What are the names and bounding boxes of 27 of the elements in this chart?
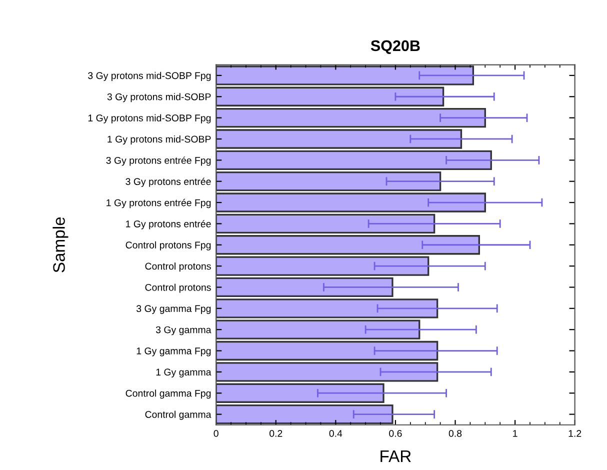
y-tick-label: 1 Gy gamma Fpg bbox=[136, 347, 211, 356]
y-tick-label: Control protons bbox=[145, 284, 211, 293]
y-tick-label: 1 Gy protons mid-SOBP bbox=[108, 135, 211, 145]
y-tick-label: 3 Gy gamma Fpg bbox=[136, 305, 211, 314]
y-tick-label: Control protons Fpg bbox=[126, 241, 211, 250]
y-tick-label: 1 Gy gamma bbox=[156, 368, 212, 378]
y-tick-label: 3 Gy protons mid-SOBP bbox=[107, 93, 211, 102]
chart-title: SQ20B bbox=[370, 40, 420, 54]
x-tick-label: 0.6 bbox=[389, 430, 402, 437]
y-tick-label: 1 Gy protons mid-SOBP Fpg bbox=[88, 114, 211, 124]
y-tick-label: 3 Gy protons entrée bbox=[126, 178, 211, 187]
y-tick-label: Control gamma Fpg bbox=[126, 390, 211, 399]
x-tick-label: 0 bbox=[214, 430, 218, 437]
y-tick-label: Control gamma bbox=[145, 410, 212, 420]
x-axis-title: FAR bbox=[380, 450, 411, 462]
y-tick-label: Control protons bbox=[145, 262, 211, 272]
y-tick-label: 1 Gy protons entrée Fpg bbox=[106, 198, 211, 208]
x-tick-label: 1 bbox=[513, 430, 518, 437]
x-tick-label: 0.4 bbox=[329, 430, 342, 437]
y-tick-label: 3 Gy gamma bbox=[156, 326, 212, 336]
x-tick-label: 0.8 bbox=[448, 430, 462, 437]
y-tick-label: 3 Gy protons entrée Fpg bbox=[106, 156, 211, 166]
x-tick-label: 1.2 bbox=[568, 430, 582, 437]
y-tick-label: 1 Gy protons entrée bbox=[126, 220, 211, 230]
y-axis-title: Sample bbox=[52, 217, 68, 272]
y-tick-label: 3 Gy protons mid-SOBP Fpg bbox=[88, 72, 211, 81]
x-tick-label: 0.2 bbox=[270, 430, 282, 437]
